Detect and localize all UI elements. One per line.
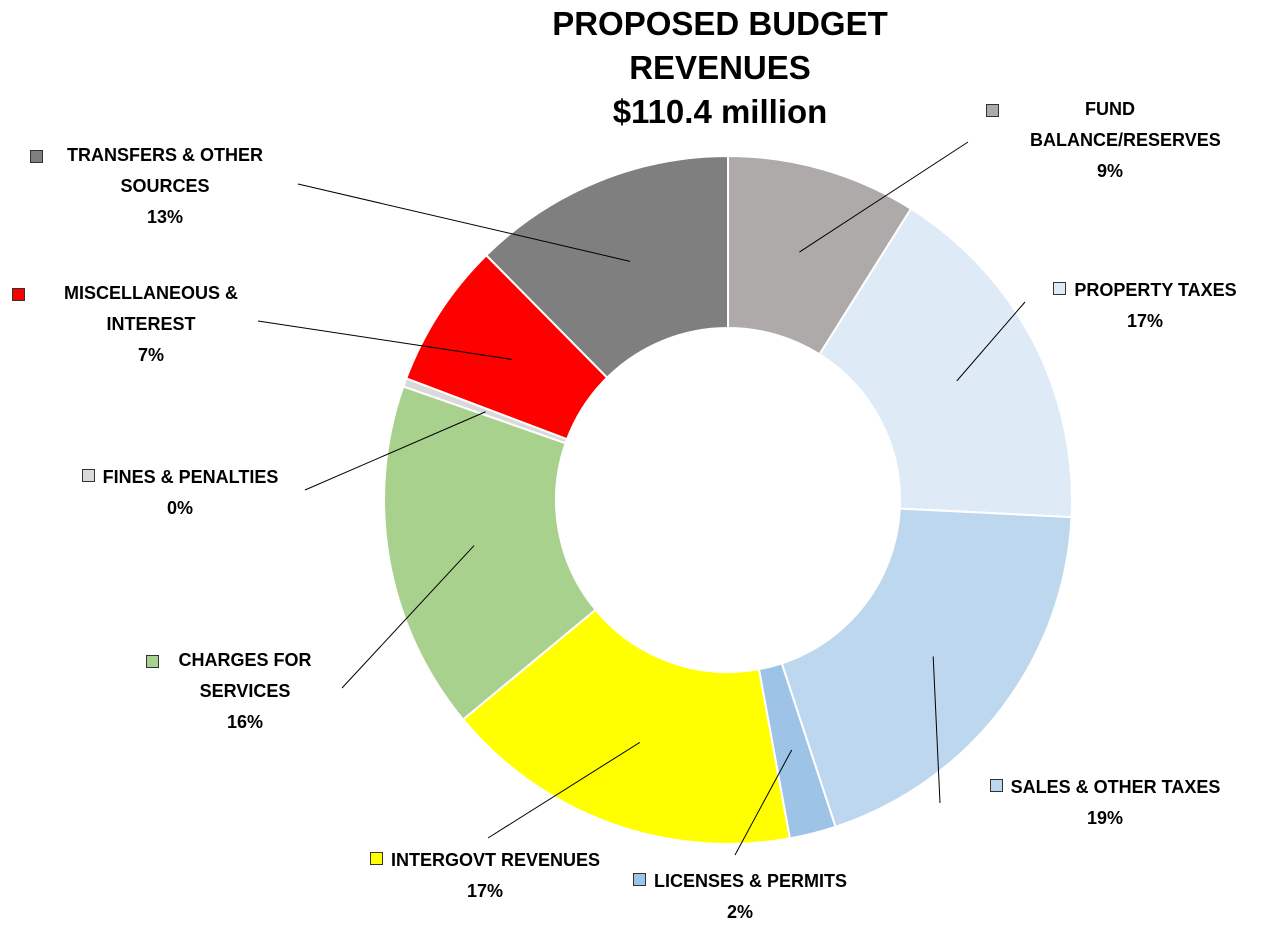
leader-line-charges-services — [341, 545, 475, 689]
label-charges-services: CHARGES FOR SERVICES 16% — [130, 645, 360, 738]
swatch-transfers — [30, 150, 43, 163]
label-intergovt-name: INTERGOVT REVENUES — [390, 850, 601, 870]
slice-property-taxes — [818, 207, 1073, 519]
label-transfers: TRANSFERS & OTHER SOURCES 13% — [20, 140, 310, 233]
label-licenses-permits-pct: 2% — [726, 902, 753, 922]
label-licenses-permits: LICENSES & PERMITS 2% — [600, 866, 880, 928]
leader-line-property-taxes — [956, 301, 1026, 382]
label-property-taxes-pct: 17% — [1126, 311, 1164, 331]
leader-line-fines-penalties — [304, 411, 486, 491]
label-transfers-name: TRANSFERS & OTHER SOURCES — [66, 145, 263, 196]
swatch-intergovt — [369, 852, 383, 865]
slice-intergovt — [461, 608, 792, 845]
label-sales-taxes-pct: 19% — [1086, 808, 1124, 828]
label-fund-balance-name: FUND BALANCE/RESERVES — [1030, 99, 1221, 150]
swatch-misc-interest — [12, 288, 25, 301]
swatch-fines-penalties — [81, 469, 95, 482]
label-sales-taxes: SALES & OTHER TAXES 19% — [960, 772, 1250, 834]
swatch-fund-balance — [986, 104, 999, 117]
chart-title: PROPOSED BUDGET REVENUES $110.4 million — [470, 2, 970, 134]
leader-line-misc-interest — [257, 320, 512, 360]
title-line-3: $110.4 million — [612, 93, 828, 130]
label-fund-balance-pct: 9% — [1096, 161, 1123, 181]
leader-line-intergovt — [487, 742, 641, 839]
label-fines-penalties-pct: 0% — [166, 498, 193, 518]
leader-line-licenses-permits — [734, 749, 793, 856]
label-property-taxes-name: PROPERTY TAXES — [1074, 280, 1237, 300]
label-property-taxes: PROPERTY TAXES 17% — [1040, 275, 1250, 337]
slices-group — [383, 154, 1073, 845]
label-intergovt: INTERGOVT REVENUES 17% — [335, 845, 635, 907]
swatch-property-taxes — [1053, 282, 1067, 295]
swatch-licenses-permits — [632, 873, 646, 886]
label-misc-interest-pct: 7% — [137, 345, 164, 365]
title-line-1: PROPOSED BUDGET — [552, 5, 888, 42]
slice-sales-taxes — [780, 507, 1073, 829]
slice-charges-services — [383, 385, 597, 721]
leader-line-transfers — [297, 183, 631, 262]
label-transfers-pct: 13% — [146, 207, 184, 227]
label-intergovt-pct: 17% — [466, 881, 504, 901]
swatch-charges-services — [146, 655, 159, 668]
label-sales-taxes-name: SALES & OTHER TAXES — [1010, 777, 1221, 797]
title-line-2: REVENUES — [629, 49, 811, 86]
label-licenses-permits-name: LICENSES & PERMITS — [653, 871, 848, 891]
leader-line-fund-balance — [799, 141, 969, 253]
leader-line-sales-taxes — [932, 656, 941, 804]
slice-transfers — [484, 154, 729, 380]
label-fund-balance: FUND BALANCE/RESERVES 9% — [970, 94, 1250, 187]
label-misc-interest-name: MISCELLANEOUS & INTEREST — [63, 283, 238, 334]
label-fines-penalties-name: FINES & PENALTIES — [102, 467, 279, 487]
label-charges-services-pct: 16% — [226, 712, 264, 732]
leader-lines-group — [257, 141, 1026, 856]
label-misc-interest: MISCELLANEOUS & INTEREST 7% — [6, 278, 296, 371]
label-fines-penalties: FINES & PENALTIES 0% — [45, 462, 315, 524]
label-charges-services-name: CHARGES FOR SERVICES — [178, 650, 312, 701]
swatch-sales-taxes — [989, 779, 1003, 792]
